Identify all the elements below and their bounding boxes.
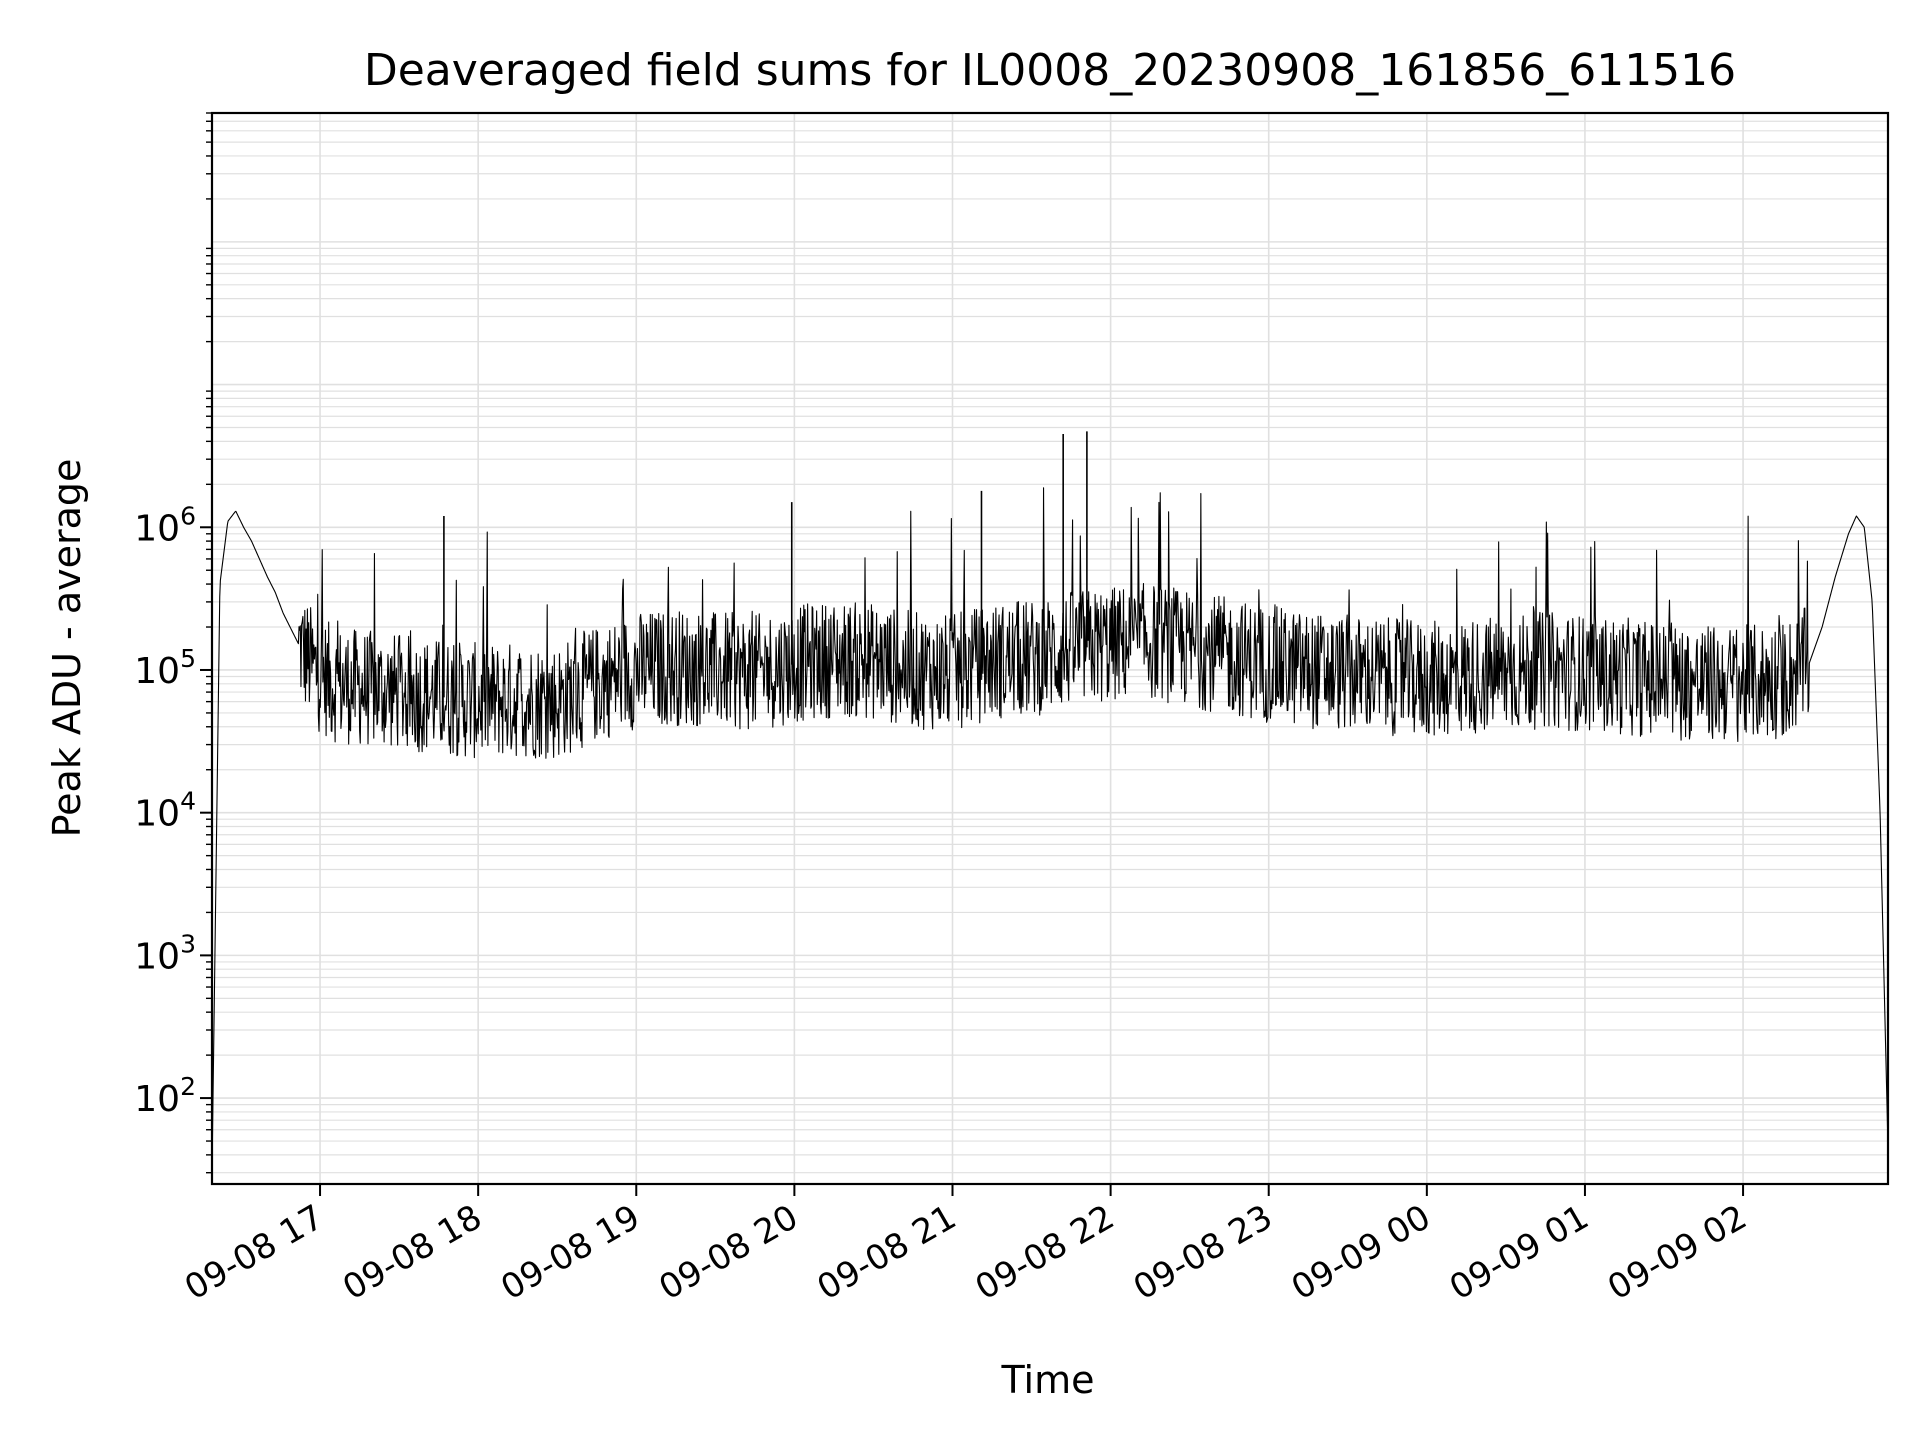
series-layer [211, 431, 1889, 1173]
y-tick-label-3: 105 [134, 644, 196, 692]
y-tick-label-4: 106 [134, 501, 196, 549]
plot-frame [210, 111, 1890, 1186]
y-tick-label-0: 102 [134, 1072, 196, 1120]
y-tick-label-2: 104 [134, 787, 196, 835]
y-tick-label-1: 103 [134, 929, 196, 977]
y-axis-label: Peak ADU - average [45, 459, 89, 838]
series-line [211, 487, 1889, 1173]
x-axis-label: Time [1001, 1358, 1095, 1402]
chart-title: Deaveraged field sums for IL0008_2023090… [364, 45, 1736, 96]
y-axis-ticks: 102 103 104 105 106 [134, 112, 212, 1174]
